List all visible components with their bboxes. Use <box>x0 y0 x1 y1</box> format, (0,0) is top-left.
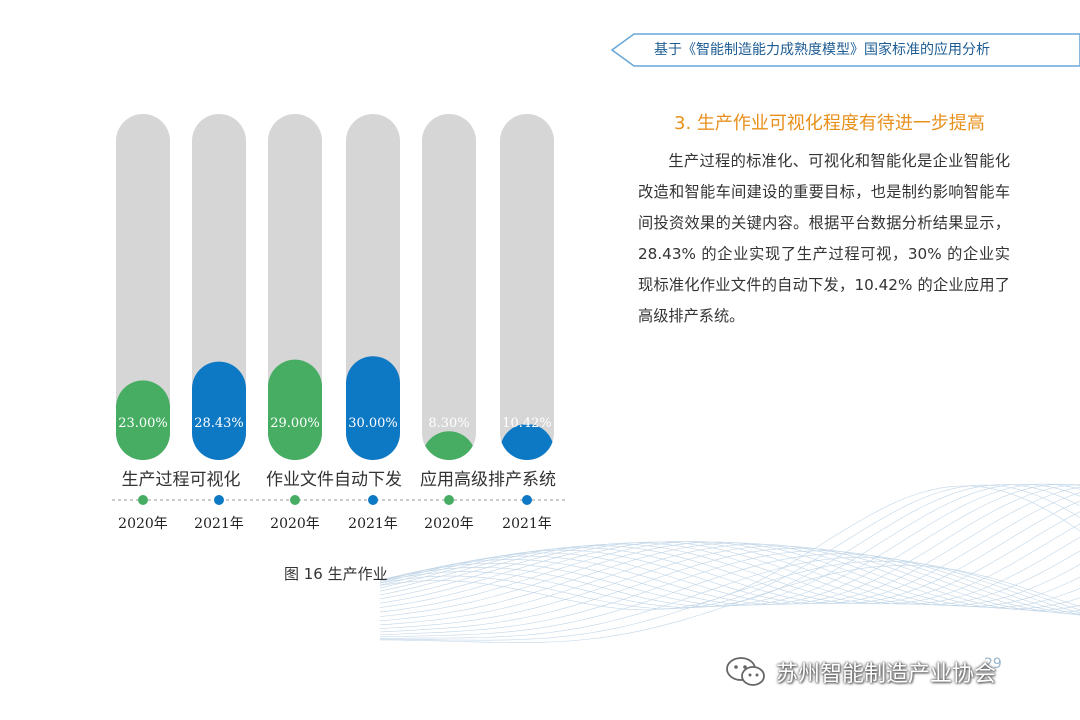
bar-fill <box>500 423 554 460</box>
year-label: 2021年 <box>194 516 244 532</box>
bar-value-label: 8.30% <box>428 416 469 431</box>
year-label: 2021年 <box>348 516 398 532</box>
bar-value-label: 30.00% <box>348 416 398 431</box>
group-label: 应用高级排产系统 <box>420 470 556 490</box>
year-marker-dot <box>214 495 224 505</box>
bar-track <box>500 114 554 460</box>
bar-track <box>422 114 476 460</box>
year-label: 2021年 <box>502 516 552 532</box>
year-marker-dot <box>138 495 148 505</box>
bar-value-label: 29.00% <box>270 416 320 431</box>
watermark: 苏州智能制造产业协会 <box>724 652 996 692</box>
group-label: 生产过程可视化 <box>122 470 241 490</box>
bar-fill <box>116 380 170 460</box>
year-label: 2020年 <box>424 516 474 532</box>
year-marker-dot <box>368 495 378 505</box>
bar-fill <box>422 431 476 460</box>
page-number: 29 <box>984 656 1002 672</box>
header-title: 基于《智能制造能力成熟度模型》国家标准的应用分析 <box>654 42 990 58</box>
figure-caption: 图 16 生产作业 <box>284 565 388 583</box>
year-label: 2020年 <box>118 516 168 532</box>
bar-value-label: 23.00% <box>118 416 168 431</box>
header-arrow-banner <box>610 33 1080 67</box>
body-paragraph: 生产过程的标准化、可视化和智能化是企业智能化改造和智能车间建设的重要目标，也是制… <box>638 152 1010 325</box>
group-label: 作业文件自动下发 <box>266 470 402 490</box>
year-label: 2020年 <box>270 516 320 532</box>
year-marker-dot <box>290 495 300 505</box>
watermark-text: 苏州智能制造产业协会 <box>776 662 997 687</box>
year-marker-dot <box>444 495 454 505</box>
wechat-icon <box>726 657 765 686</box>
section-heading: 3. 生产作业可视化程度有待进一步提高 <box>674 113 985 134</box>
bar-value-label: 10.42% <box>502 416 552 431</box>
bar-value-label: 28.43% <box>194 416 244 431</box>
bar-track <box>116 114 170 460</box>
year-marker-dot <box>522 495 532 505</box>
